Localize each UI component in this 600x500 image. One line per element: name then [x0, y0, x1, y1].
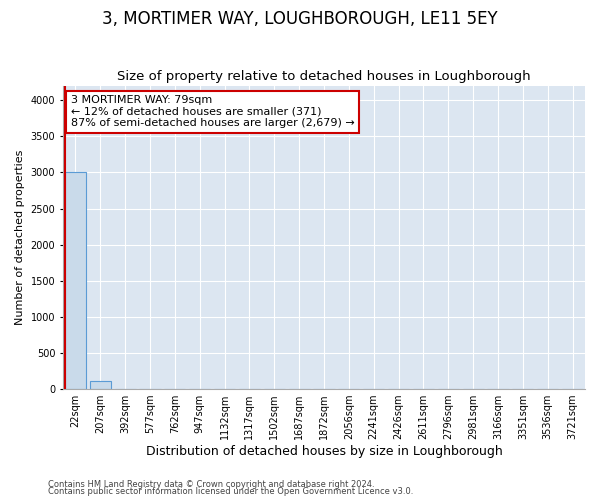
X-axis label: Distribution of detached houses by size in Loughborough: Distribution of detached houses by size … — [146, 444, 502, 458]
Bar — [65, 172, 86, 388]
Bar — [89, 382, 111, 388]
Y-axis label: Number of detached properties: Number of detached properties — [15, 150, 25, 325]
Text: 3 MORTIMER WAY: 79sqm
← 12% of detached houses are smaller (371)
87% of semi-det: 3 MORTIMER WAY: 79sqm ← 12% of detached … — [71, 95, 355, 128]
Text: Contains HM Land Registry data © Crown copyright and database right 2024.: Contains HM Land Registry data © Crown c… — [48, 480, 374, 489]
Text: 3, MORTIMER WAY, LOUGHBOROUGH, LE11 5EY: 3, MORTIMER WAY, LOUGHBOROUGH, LE11 5EY — [102, 10, 498, 28]
Text: Contains public sector information licensed under the Open Government Licence v3: Contains public sector information licen… — [48, 487, 413, 496]
Title: Size of property relative to detached houses in Loughborough: Size of property relative to detached ho… — [117, 70, 531, 84]
